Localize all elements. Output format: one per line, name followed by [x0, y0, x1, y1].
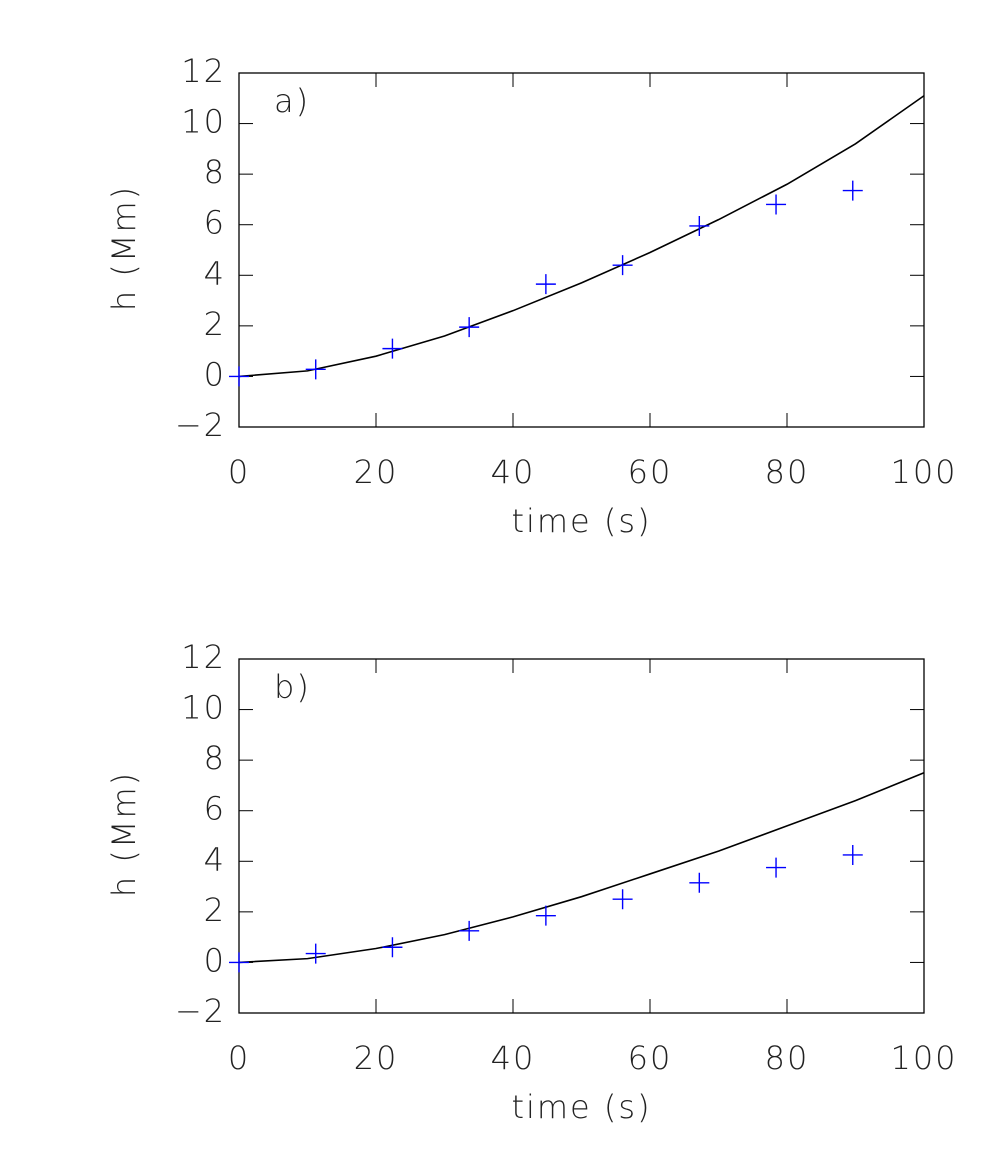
y-tick-label: 4 [204, 254, 226, 292]
plot-frame [238, 658, 925, 1014]
x-tick-label: 100 [890, 1039, 957, 1077]
x-axis-label: time (s) [511, 1088, 651, 1126]
y-tick-label: 0 [204, 355, 226, 393]
data-point [612, 889, 633, 910]
data-point [766, 194, 787, 215]
panel-label: b) [274, 668, 311, 706]
data-point [459, 317, 480, 338]
x-tick-label: 80 [765, 453, 810, 491]
x-tick-label: 0 [228, 453, 250, 491]
plot-frame [238, 72, 925, 428]
x-tick-label: 40 [491, 453, 536, 491]
x-tick-label: 0 [228, 1039, 250, 1077]
y-tick-label: 0 [204, 941, 226, 979]
y-tick-label: 2 [204, 891, 226, 929]
data-point [689, 872, 710, 893]
x-axis-label: time (s) [511, 502, 651, 540]
x-tick-label: 40 [491, 1039, 536, 1077]
y-tick-label: 10 [181, 689, 226, 727]
y-tick-label: 8 [204, 153, 226, 191]
data-point [535, 905, 556, 926]
curve [238, 95, 925, 378]
x-tick-label: 60 [628, 1039, 673, 1077]
x-tick-label: 80 [765, 1039, 810, 1077]
data-point [229, 366, 249, 387]
x-tick-label: 60 [628, 453, 673, 491]
data-point [305, 943, 326, 964]
data-point [382, 937, 403, 958]
data-point [842, 180, 863, 201]
data-point [766, 857, 787, 878]
y-tick-label: 10 [181, 103, 226, 141]
y-tick-label: 6 [204, 204, 226, 242]
x-tick-label: 100 [890, 453, 957, 491]
data-point [305, 359, 326, 380]
data-point [382, 338, 403, 359]
y-tick-label: −2 [175, 992, 226, 1030]
y-tick-label: 6 [204, 790, 226, 828]
y-axis-label: h (Mm) [105, 185, 143, 311]
y-tick-label: 12 [181, 638, 226, 676]
y-tick-label: −2 [175, 406, 226, 444]
y-tick-label: 4 [204, 840, 226, 878]
data-point [689, 215, 710, 236]
panel-label: a) [274, 82, 310, 120]
y-tick-label: 2 [204, 305, 226, 343]
y-tick-label: 12 [181, 52, 226, 90]
x-tick-label: 20 [354, 1039, 399, 1077]
data-point [459, 920, 480, 941]
x-tick-label: 20 [354, 453, 399, 491]
data-point [842, 844, 863, 865]
data-point [612, 255, 633, 276]
curve [238, 772, 925, 964]
data-point [535, 274, 556, 295]
y-tick-label: 8 [204, 739, 226, 777]
data-point [229, 952, 249, 973]
y-axis-label: h (Mm) [105, 771, 143, 897]
